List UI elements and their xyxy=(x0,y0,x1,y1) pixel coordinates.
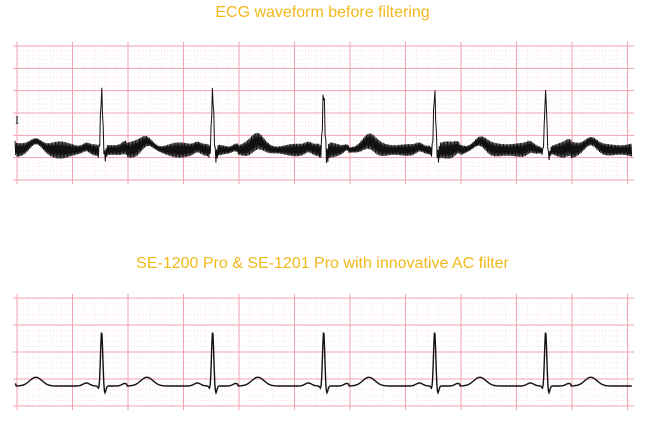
ecg-trace-filtered xyxy=(14,332,632,395)
ecg-chart-filtered xyxy=(13,294,634,410)
ecg-grid xyxy=(13,42,634,184)
chart-title-unfiltered: ECG waveform before filtering xyxy=(215,4,430,21)
ecg-grid xyxy=(13,294,634,410)
ecg-chart-unfiltered: I xyxy=(13,42,634,184)
chart-title-filtered: SE-1200 Pro & SE-1201 Pro with innovativ… xyxy=(136,255,509,272)
ecg-trace-unfiltered xyxy=(14,87,633,164)
lead-label: I xyxy=(15,113,19,127)
